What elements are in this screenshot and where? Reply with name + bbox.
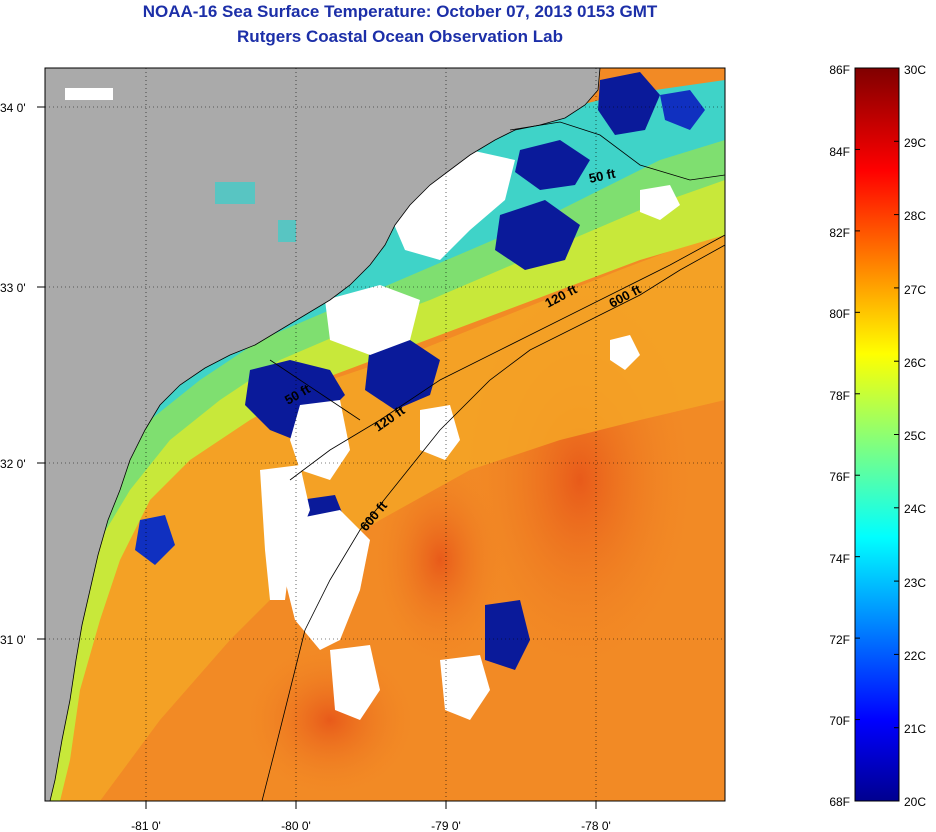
colorbar-c-label: 25C [904, 429, 926, 443]
cold-patch [515, 140, 590, 190]
cold-patch [495, 200, 580, 270]
lat-label-33: 33 0' [0, 281, 26, 295]
colorbar-f-label: 70F [829, 714, 850, 728]
colorbar-c-label: 26C [904, 356, 926, 370]
map-subtitle: Rutgers Coastal Ocean Observation Lab [237, 27, 563, 46]
lat-label-31: 31 0' [0, 633, 26, 647]
cloud-mask [440, 655, 490, 720]
lon-label-78: -78 0' [581, 819, 611, 832]
colorbar-f-label: 74F [829, 552, 850, 566]
axis-ticks [37, 106, 597, 809]
map-title: NOAA-16 Sea Surface Temperature: October… [142, 2, 658, 21]
contour-50ft-south [269, 359, 361, 421]
cloud-mask [290, 400, 350, 480]
cloud-mask [330, 645, 380, 720]
land-mass [45, 68, 600, 801]
colorbar-f-label: 76F [829, 470, 850, 484]
cold-patch [660, 90, 705, 130]
shelf-break-water [45, 230, 725, 801]
colorbar-c-label: 27C [904, 283, 926, 297]
colorbar-c-label: 23C [904, 576, 926, 590]
colorbar-c-label: 24C [904, 502, 926, 516]
inland-cloud [65, 88, 113, 100]
colorbar-c-label: 21C [904, 722, 926, 736]
cloud-mask [325, 285, 420, 355]
contour-50ft [509, 121, 725, 181]
colorbar-f-label: 72F [829, 633, 850, 647]
cloud-mask [260, 465, 310, 600]
contour-120ft [289, 234, 725, 481]
graticule [45, 68, 725, 801]
colorbar [854, 67, 900, 802]
inner-shelf-water [45, 95, 725, 801]
colorbar-f-label: 86F [829, 63, 850, 77]
cloud-mask [285, 510, 370, 650]
colorbar-c-label: 29C [904, 136, 926, 150]
map-frame [44, 67, 726, 802]
colorbar-f-label: 84F [829, 145, 850, 159]
colorbar-c-label: 28C [904, 209, 926, 223]
colorbar-c-label: 20C [904, 795, 926, 809]
cloud-mask [420, 405, 460, 460]
cold-patch [598, 72, 660, 135]
lon-label-80: -80 0' [281, 819, 311, 832]
lon-label-81: -81 0' [131, 819, 161, 832]
colorbar-f-label: 82F [829, 226, 850, 240]
lon-label-79: -79 0' [431, 819, 461, 832]
cloud-mask [640, 185, 680, 220]
colorbar-f-label: 78F [829, 389, 850, 403]
colorbar-c-label: 22C [904, 649, 926, 663]
colorbar-c-ticks [894, 67, 899, 802]
inland-lake [278, 220, 296, 242]
inland-lake [215, 182, 255, 204]
sst-image: 50 ft 120 ft 600 ft 120 ft 600 ft 50 ft [45, 68, 725, 801]
cloud-mask [610, 335, 640, 370]
colorbar-c-label: 30C [904, 63, 926, 77]
cold-patch [135, 515, 175, 565]
colorbar-f-label: 68F [829, 795, 850, 809]
colorbar-f-label: 80F [829, 307, 850, 321]
warm-core-south [240, 640, 420, 800]
lat-label-34: 34 0' [0, 101, 26, 115]
cold-patch [485, 600, 530, 670]
colorbar-f-ticks [855, 67, 860, 802]
lat-label-32: 32 0' [0, 457, 26, 471]
contour-label-50ft: 50 ft [588, 166, 618, 186]
coastline [49, 68, 601, 801]
contour-600ft [261, 244, 725, 801]
